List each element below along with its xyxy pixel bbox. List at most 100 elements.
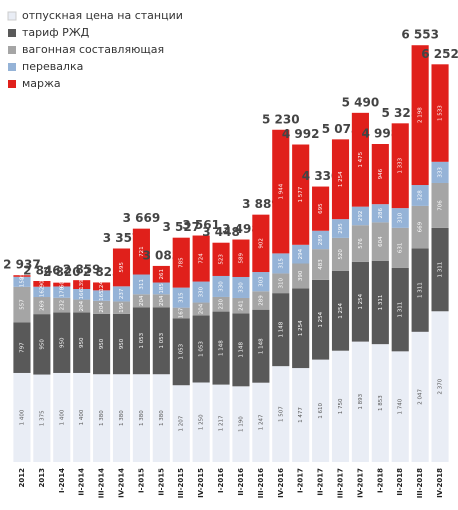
segment-label: 1 311 (438, 262, 444, 278)
bar-segment (33, 314, 51, 375)
segment-label: 721 (139, 246, 145, 257)
bar-segment (152, 307, 170, 375)
bar-segment (112, 286, 131, 302)
segment-label: 520 (338, 249, 344, 260)
segment-label: 1 400 (79, 409, 85, 425)
x-tick-label: I-2017 (297, 468, 305, 493)
segment-label: 950 (79, 337, 85, 348)
x-tick-label: II-2017 (317, 468, 325, 496)
bar-segment (172, 307, 190, 319)
bar-segment (312, 230, 330, 250)
segment-label: 1 400 (19, 409, 25, 425)
segment-label: 166 (79, 289, 85, 300)
bar-segment (331, 270, 350, 351)
bar-segment (152, 294, 170, 308)
bar-segment (212, 242, 230, 276)
bar-segment (192, 235, 210, 282)
bar-segment (351, 341, 369, 462)
bar-segment (431, 182, 449, 228)
bar-segment (172, 318, 190, 386)
bar-segment (192, 302, 210, 316)
bar-segment (331, 139, 350, 220)
total-label: 5 073 (322, 122, 360, 136)
segment-label: 631 (398, 243, 404, 254)
x-tick-label: III-2014 (98, 468, 106, 498)
bar-segment (212, 275, 230, 297)
segment-label: 1 148 (258, 338, 264, 354)
bar-segment (152, 265, 170, 283)
segment-label: 785 (179, 257, 185, 268)
segment-label: 1 893 (358, 393, 364, 409)
bar-segment (371, 344, 389, 462)
bar-segment (132, 307, 150, 375)
total-label: 5 325 (381, 106, 419, 120)
x-tick-label: II-2014 (78, 468, 86, 496)
bar-segment (192, 281, 210, 303)
bar-segment (13, 322, 31, 373)
segment-label: 241 (238, 300, 244, 311)
legend-swatch (8, 63, 16, 71)
bar-segment (371, 260, 389, 345)
bar-segment (132, 374, 150, 462)
total-label: 2 937 (3, 258, 41, 272)
segment-label: 1 333 (398, 157, 404, 173)
segment-label: 1 853 (378, 395, 384, 411)
segment-label: 1 053 (199, 341, 205, 357)
total-label: 2 823 (83, 265, 121, 279)
bar-segment (411, 185, 429, 206)
bar-segment (272, 129, 290, 254)
segment-label: 1 247 (258, 414, 264, 430)
segment-label: 310 (398, 212, 404, 223)
bar-segment (272, 366, 290, 462)
segment-label: 557 (19, 299, 25, 310)
total-label: 3 083 (143, 248, 181, 262)
bar-segment (53, 312, 71, 373)
segment-label: 1 148 (278, 321, 284, 337)
segment-label: 310 (278, 278, 284, 289)
bar-segment (312, 279, 330, 360)
bar-segment (292, 244, 310, 264)
legend-swatch (8, 29, 16, 37)
bar-segment (33, 297, 51, 315)
total-label: 3 527 (162, 220, 200, 234)
total-label: 6 252 (421, 47, 458, 61)
total-label: 5 230 (262, 112, 300, 126)
segment-label: 289 (318, 234, 324, 245)
bar-segment (132, 228, 150, 275)
bar-segment (292, 368, 310, 462)
segment-label: 1 053 (179, 343, 185, 359)
x-tick-label: III-2017 (337, 468, 345, 498)
segment-label: 1 311 (398, 302, 404, 318)
segment-label: 1 577 (298, 186, 304, 202)
bar-segment (172, 385, 190, 462)
bar-segment (112, 313, 131, 375)
segment-label: 1 053 (159, 332, 165, 348)
segment-label: 1 148 (238, 341, 244, 357)
segment-label: 230 (219, 299, 225, 310)
segment-label: 946 (378, 168, 384, 179)
segment-label: 185 (159, 283, 165, 294)
bar-segment (73, 280, 91, 290)
segment-label: 950 (59, 337, 65, 348)
x-tick-label: I-2014 (58, 468, 66, 493)
x-tick-label: II-2018 (396, 468, 404, 496)
bar-segment (312, 249, 330, 280)
bar-segment (292, 144, 310, 245)
bar-segment (431, 311, 449, 462)
bar-segment (411, 248, 429, 332)
segment-label: 178 (59, 286, 65, 297)
segment-label: 25 (19, 272, 25, 279)
segment-label: 595 (119, 262, 125, 273)
segment-label: 204 (199, 303, 205, 314)
segment-label: 1 311 (418, 282, 424, 298)
segment-label: 1 380 (139, 410, 145, 426)
segment-label: 950 (99, 338, 105, 349)
segment-label: 724 (199, 253, 205, 264)
segment-label: 204 (99, 302, 105, 313)
bar-segment (33, 280, 51, 287)
segment-label: 1 190 (238, 416, 244, 432)
bar-segment (132, 294, 150, 308)
segment-label: 950 (119, 338, 125, 349)
bar-segment (232, 297, 250, 314)
